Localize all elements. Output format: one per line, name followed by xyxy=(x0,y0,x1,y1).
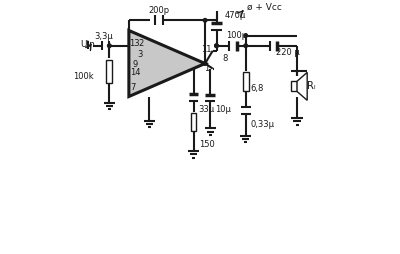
Text: 11: 11 xyxy=(201,45,212,54)
Text: ø + Vcc: ø + Vcc xyxy=(247,3,282,12)
Circle shape xyxy=(203,62,207,65)
Text: 100μ: 100μ xyxy=(226,30,247,40)
Text: 6,8: 6,8 xyxy=(251,84,264,93)
Text: 150: 150 xyxy=(199,140,214,149)
Polygon shape xyxy=(129,30,205,97)
Text: 100k: 100k xyxy=(73,72,94,81)
Text: 3: 3 xyxy=(138,50,143,59)
Circle shape xyxy=(244,34,248,37)
Text: 10μ: 10μ xyxy=(215,105,231,114)
Text: 3,3μ: 3,3μ xyxy=(94,32,113,41)
Text: 8: 8 xyxy=(223,54,228,63)
Text: 7: 7 xyxy=(130,83,135,92)
Bar xyxy=(292,81,297,91)
Text: 14: 14 xyxy=(130,68,140,77)
Circle shape xyxy=(244,44,248,47)
Text: Rₗ: Rₗ xyxy=(307,81,315,91)
Text: 200p: 200p xyxy=(149,6,170,15)
Circle shape xyxy=(203,19,207,22)
Text: 1: 1 xyxy=(204,64,209,73)
Text: 2: 2 xyxy=(138,39,144,48)
Circle shape xyxy=(215,44,218,47)
Polygon shape xyxy=(297,72,307,100)
Text: Uin: Uin xyxy=(81,40,96,50)
Circle shape xyxy=(108,44,111,47)
Text: 13: 13 xyxy=(129,39,139,48)
Bar xyxy=(191,113,196,131)
Text: 0,33μ: 0,33μ xyxy=(251,120,275,129)
Text: 470μ: 470μ xyxy=(224,11,245,20)
Circle shape xyxy=(215,44,218,47)
Bar xyxy=(106,60,112,83)
Bar xyxy=(243,72,249,91)
Text: 9: 9 xyxy=(133,59,138,69)
Text: 33μ: 33μ xyxy=(199,105,215,114)
Text: 220 μ: 220 μ xyxy=(276,47,300,57)
